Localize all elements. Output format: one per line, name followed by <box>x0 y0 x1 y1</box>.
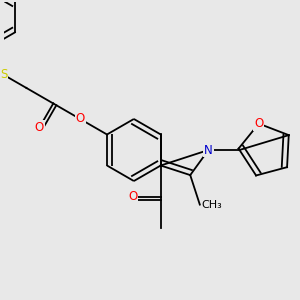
Text: O: O <box>76 112 85 125</box>
Text: O: O <box>35 121 44 134</box>
Text: CH₃: CH₃ <box>201 200 222 210</box>
Text: S: S <box>0 68 7 81</box>
Text: O: O <box>128 190 137 203</box>
Text: N: N <box>204 143 213 157</box>
Text: O: O <box>254 117 263 130</box>
